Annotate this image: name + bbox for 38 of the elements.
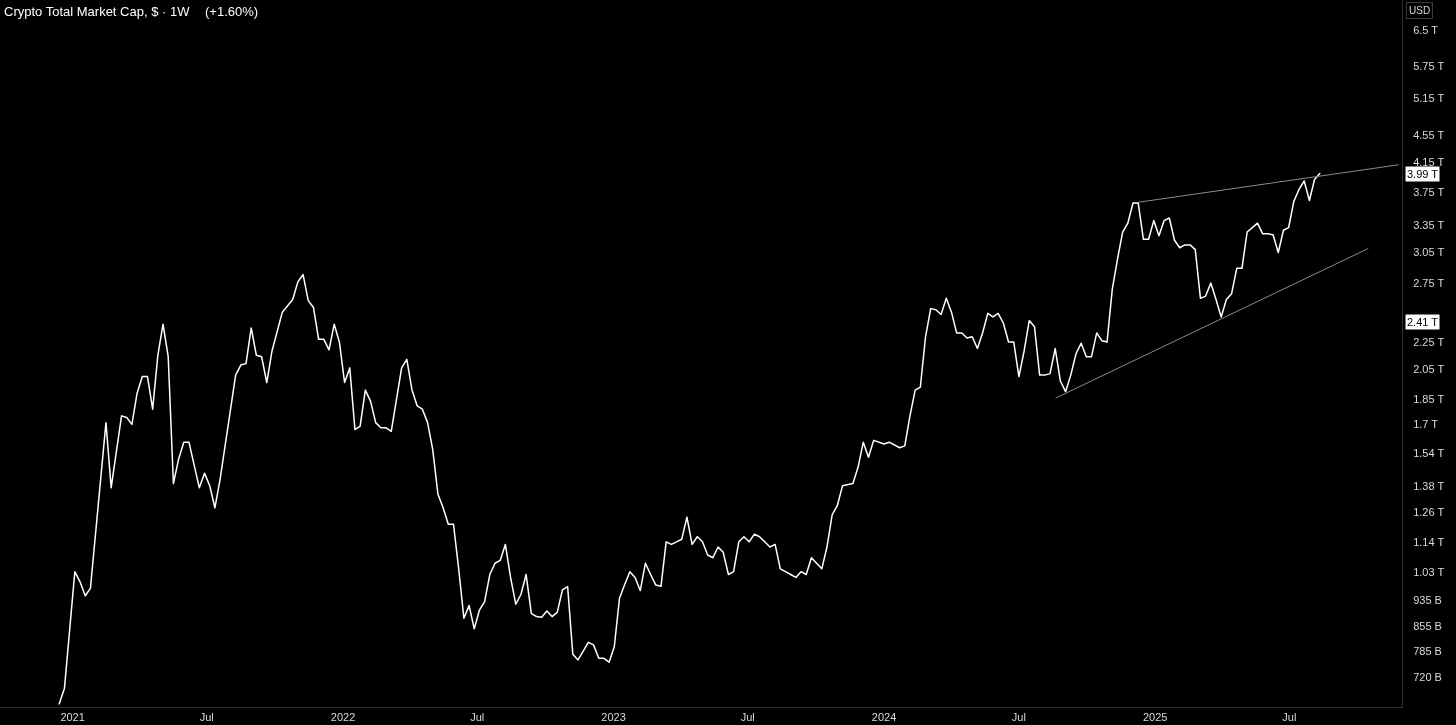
x-tick-label: Jul	[740, 711, 755, 724]
y-tick-label: 5.75 T	[1413, 59, 1445, 72]
y-tick-label: 1.54 T	[1413, 447, 1445, 460]
y-tick-label: 3.35 T	[1413, 218, 1445, 231]
y-tick-label: 935 B	[1413, 593, 1442, 606]
y-tick-label: 4.15 T	[1413, 155, 1445, 168]
y-tick-label: 2.75 T	[1413, 276, 1445, 289]
y-tick-label: 720 B	[1413, 670, 1442, 683]
y-tick-label: 6.5 T	[1413, 23, 1439, 36]
x-tick-label: 2024	[871, 711, 897, 724]
y-tick-label: 1.14 T	[1413, 535, 1445, 548]
y-tick-label: 1.85 T	[1413, 393, 1445, 406]
y-tick-label: 3.75 T	[1413, 185, 1445, 198]
y-tick-label: 1.38 T	[1413, 479, 1445, 492]
x-tick-label: Jul	[1282, 711, 1297, 724]
y-tick-label: 785 B	[1413, 645, 1442, 658]
x-tick-label: 2021	[60, 711, 85, 724]
y-tick-label: 5.15 T	[1413, 92, 1445, 105]
y-tick-label: 2.05 T	[1413, 363, 1445, 376]
y-tick-label: 2.25 T	[1413, 335, 1445, 348]
y-tick-label: 1.7 T	[1413, 418, 1439, 431]
chart-subtitle: (+1.60%)	[205, 4, 259, 19]
x-tick-label: 2025	[1143, 711, 1168, 724]
x-tick-label: Jul	[470, 711, 485, 724]
y-axis-title: USD	[1409, 5, 1431, 16]
x-tick-label: Jul	[1011, 711, 1026, 724]
y-tick-label: 3.05 T	[1413, 246, 1445, 259]
y-tick-label: 4.55 T	[1413, 128, 1445, 141]
y-tick-label: 855 B	[1413, 620, 1442, 633]
y-tick-label: 1.26 T	[1413, 506, 1445, 519]
annotation: 3.99 T	[1407, 168, 1439, 180]
x-tick-label: 2022	[330, 711, 356, 724]
x-tick-label: 2023	[601, 711, 626, 724]
y-tick-label: 1.03 T	[1413, 565, 1445, 578]
annotation: 2.41 T	[1407, 316, 1439, 328]
chart-title: Crypto Total Market Cap, $ · 1W	[4, 3, 191, 19]
line-series	[58, 172, 1321, 705]
x-tick-label: Jul	[199, 711, 214, 724]
